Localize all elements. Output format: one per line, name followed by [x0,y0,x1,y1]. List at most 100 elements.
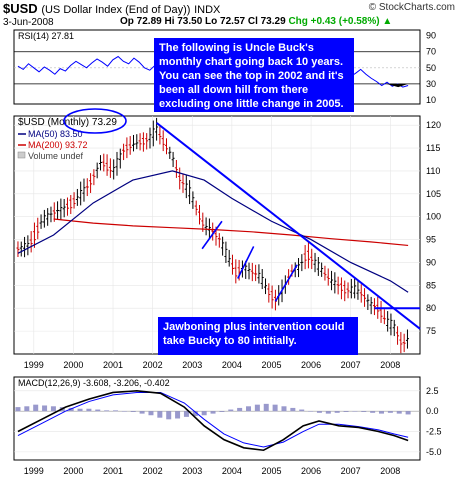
price-bar [62,198,66,218]
price-tick-label: 95 [426,235,436,245]
price-bar [145,133,149,150]
price-bar [131,134,135,152]
price-bar [16,241,20,258]
price-bar [108,158,112,178]
price-bar [399,332,403,354]
price-bar [181,173,185,193]
price-bar [372,298,376,316]
macd-histogram-bar [148,411,154,416]
macd-histogram-bar [104,410,110,412]
price-bar [168,146,172,159]
x-tick-label-bottom: 2007 [341,466,361,476]
price-tick-label: 100 [426,212,441,222]
legend-ma200: MA(200) 93.72 [28,140,88,150]
price-bar [221,236,225,256]
macd-histogram-bar [254,404,260,412]
macd-histogram-bar [157,411,163,418]
price-bar [32,222,36,248]
price-bar [105,154,109,176]
macd-line [17,390,409,452]
price-bar [306,242,310,269]
macd-histogram-bar [405,411,411,415]
x-tick-label-bottom: 2002 [143,466,163,476]
price-tick-label: 120 [426,120,441,130]
rsi-label: RSI(14) 27.81 [18,31,74,41]
x-tick-label-bottom: 2005 [261,466,281,476]
price-bar [171,151,175,168]
price-bar [320,262,324,277]
price-bar [19,241,23,257]
price-bar [178,167,182,190]
price-bar [65,197,69,216]
macd-histogram-bar [192,411,198,417]
price-bar [59,198,63,220]
price-bar [72,192,76,209]
price-bar [217,233,221,248]
macd-tick-label: 2.5 [426,386,439,396]
ohlc-bars [16,117,409,354]
price-bar [353,276,357,299]
price-bar [267,283,271,303]
trend-line [237,246,255,279]
price-bar [98,155,102,171]
price-bar [224,241,228,264]
x-tick-label: 2007 [341,360,361,370]
trend-line [201,220,223,250]
macd-tick-label: -2.5 [426,427,442,437]
macd-histogram-bar [50,406,56,412]
macd-histogram-bar [77,408,83,412]
price-bar [102,153,106,172]
price-bar [115,151,119,176]
macd-histogram-bar [246,406,252,412]
rsi-tick-label: 70 [426,47,436,57]
price-bar [247,262,251,280]
x-tick-label-bottom: 2004 [222,466,242,476]
price-bar [118,148,122,169]
macd-histogram-bar [86,408,92,412]
legend-volume-swatch [17,151,26,159]
price-bar [366,294,370,310]
macd-histogram-bar [263,403,269,412]
price-bar [125,137,129,159]
trend-line [155,122,421,330]
price-bar [89,173,93,193]
x-tick-label: 2002 [143,360,163,370]
price-bar [330,270,334,291]
x-tick-label-bottom: 2008 [380,466,400,476]
price-bar [164,138,168,155]
price-bar [158,125,162,145]
price-tick-label: 115 [426,143,440,153]
price-bar [313,252,317,273]
macd-histogram-bar [68,407,74,412]
macd-histogram-bar [237,407,243,412]
rsi-oversold-fill [386,83,409,88]
price-tick-label: 90 [426,257,436,267]
x-tick-label: 2004 [222,360,242,370]
monthly-circle [63,108,127,134]
exchange: INDX [194,4,221,16]
price-bar [297,258,301,278]
annotation-top: The following is Uncle Buck's monthly ch… [154,38,354,112]
price-frame [13,115,421,355]
symbol: $USD [3,1,38,16]
price-tick-label: 75 [426,326,436,336]
x-tick-label: 2006 [301,360,321,370]
x-tick-label-bottom: 2000 [63,466,83,476]
macd-histogram-bar [42,405,48,412]
price-bar [310,248,314,270]
price-bar [39,214,43,229]
macd-histogram-bar [272,404,278,412]
ohlc-quote: Op 72.89 Hi 73.50 Lo 72.57 Cl 73.29 [120,16,286,27]
price-bar [227,249,231,267]
rsi-tick-label: 10 [426,95,436,105]
macd-histogram-bar [113,410,118,412]
price-bar [155,117,159,141]
rsi-tick-label: 30 [426,79,436,89]
macd-frame [13,376,421,461]
price-tick-label: 105 [426,189,441,199]
price-bar [264,278,268,295]
macd-histogram-bar [95,409,101,412]
price-bar [184,175,188,199]
chart-title: $USD (US Dollar Index (End of Day)) INDX [3,1,220,16]
price-bar [194,200,198,216]
